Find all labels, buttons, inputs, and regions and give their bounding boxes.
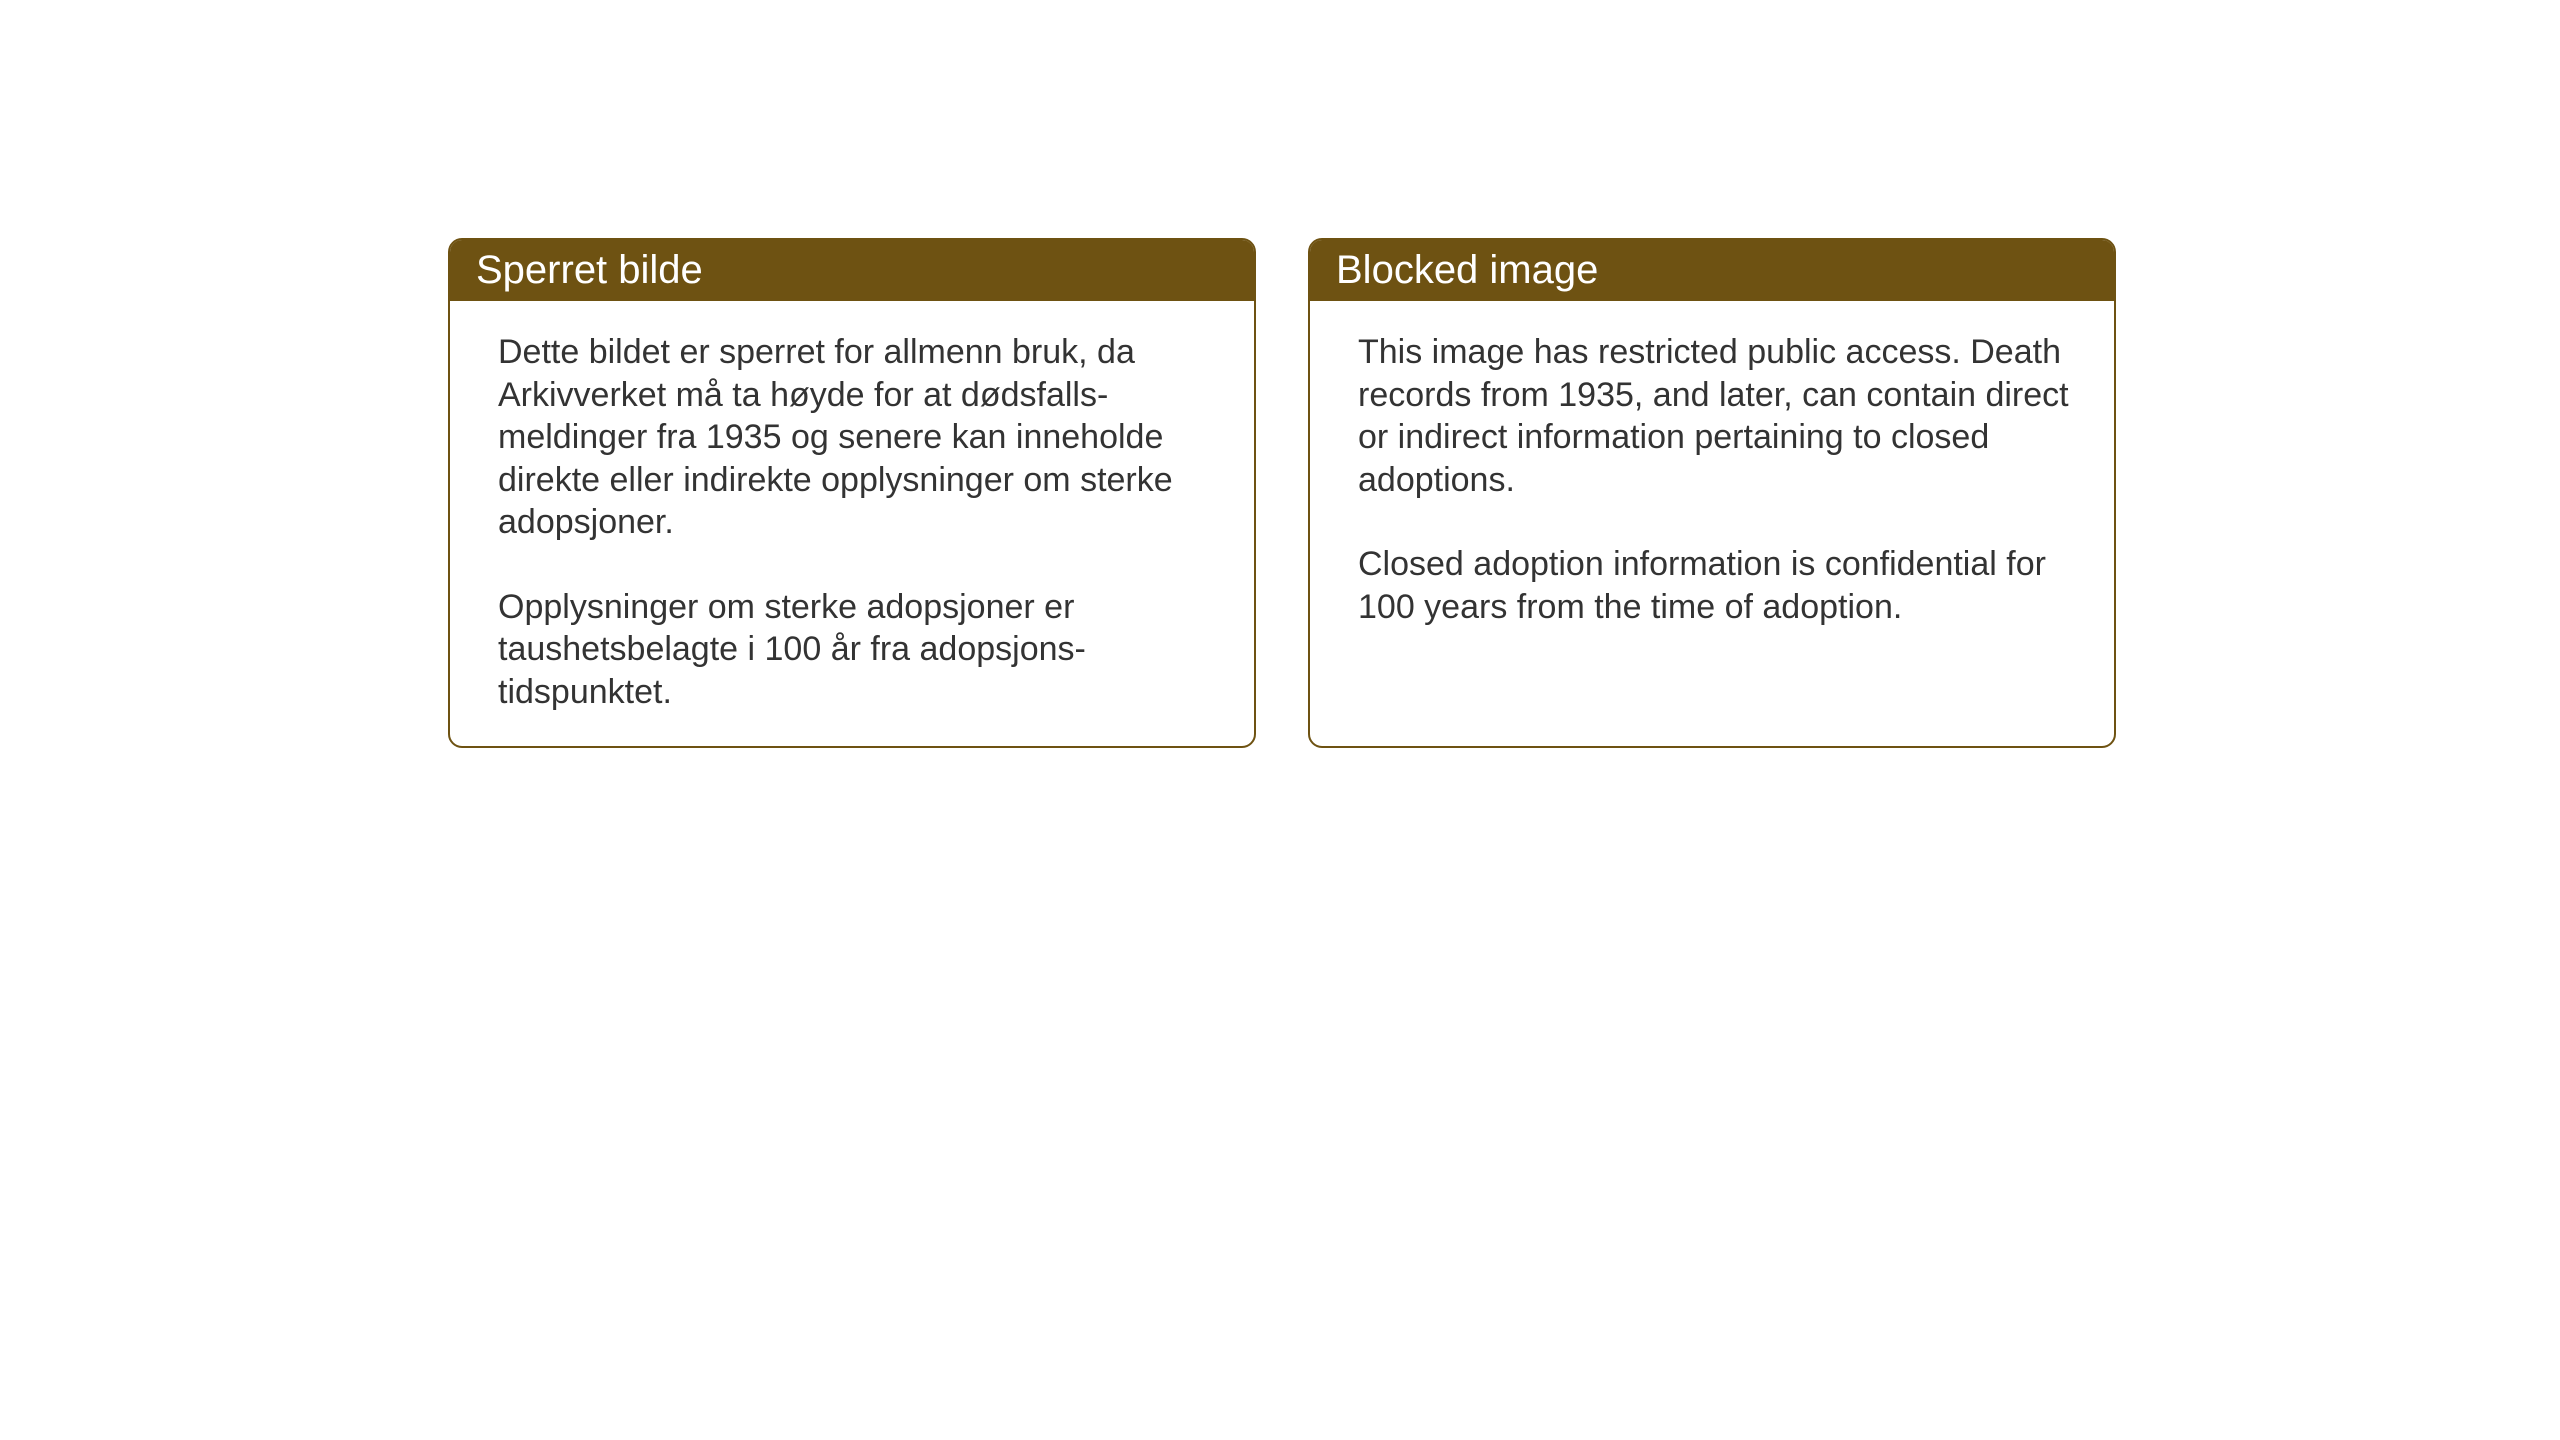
card-header-english: Blocked image [1310,240,2114,301]
card-body-english: This image has restricted public access.… [1310,301,2114,658]
card-header-norwegian: Sperret bilde [450,240,1254,301]
card-body-norwegian: Dette bildet er sperret for allmenn bruk… [450,301,1254,743]
card-paragraph-norwegian-2: Opplysninger om sterke adopsjoner er tau… [498,586,1214,714]
card-title-english: Blocked image [1336,248,1598,293]
card-paragraph-norwegian-1: Dette bildet er sperret for allmenn bruk… [498,331,1214,544]
notice-card-english: Blocked image This image has restricted … [1308,238,2116,748]
notice-card-norwegian: Sperret bilde Dette bildet er sperret fo… [448,238,1256,748]
card-paragraph-english-1: This image has restricted public access.… [1358,331,2074,501]
notice-container: Sperret bilde Dette bildet er sperret fo… [448,238,2116,748]
card-paragraph-english-2: Closed adoption information is confident… [1358,543,2074,628]
card-title-norwegian: Sperret bilde [476,248,703,293]
